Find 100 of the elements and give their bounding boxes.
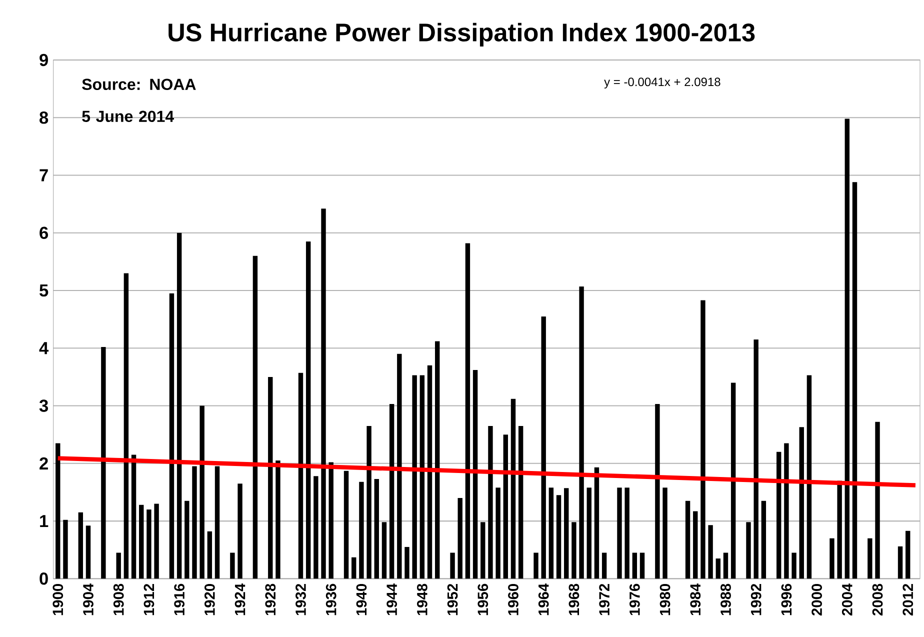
bar [776,452,782,579]
bar [693,511,698,579]
bar [534,552,538,579]
y-tick-label: 9 [40,54,48,66]
bar [420,375,425,579]
x-tick-label: 1916 [174,584,185,615]
bar [632,552,638,579]
bar [131,454,136,579]
bar [101,346,106,579]
bar [579,286,584,579]
x-tick-label: 1936 [326,584,336,615]
bar [761,500,766,579]
bar [306,241,311,579]
bar [716,558,720,579]
bar [389,404,394,579]
y-tick-label: 7 [40,169,48,182]
x-tick-label: 1960 [508,584,518,615]
x-tick-label: 1956 [478,584,488,615]
bar [488,426,493,579]
bar [214,466,220,579]
bar [640,552,645,579]
y-tick-label: 3 [39,399,48,412]
bar [450,552,455,579]
bar [518,426,524,579]
bar [116,552,121,579]
bar [510,398,516,579]
bar [458,498,462,579]
chart-title: US Hurricane Power Dissipation Index 1900-2013 [168,22,755,46]
x-tick-label: 1996 [781,584,792,615]
bar [685,500,690,579]
bar [154,504,159,579]
bar [169,293,174,579]
bar [268,376,273,579]
bar [382,522,387,579]
bar [655,404,660,579]
x-tick-label: 1976 [629,584,640,615]
bar [723,552,728,579]
x-tick-label: 1944 [386,583,398,615]
bar [86,525,91,579]
bar [830,538,834,579]
y-tick-label: 2 [40,457,48,470]
bar [586,487,592,579]
annotation: Source: NOAA [82,78,196,90]
bar [192,466,197,579]
bar [397,354,402,579]
x-tick-label: 1988 [720,584,731,615]
bar [146,509,152,579]
bar [906,530,910,579]
bar [328,462,334,579]
x-tick-label: 1912 [144,584,154,615]
x-tick-label: 1928 [265,584,276,615]
bar [837,480,842,579]
bar [898,546,903,579]
bar [434,341,440,579]
bar [344,470,349,579]
bar [602,552,607,579]
annotation: y = -0.0041x + 2.0918 [604,78,720,88]
bar [412,375,417,579]
x-tick-label: 2004 [842,583,852,616]
bar [359,482,364,579]
bar [238,483,242,579]
y-tick-label: 1 [40,514,48,527]
x-tick-label: 1948 [416,584,428,615]
bar [374,478,379,579]
x-tick-label: 1904 [83,583,94,615]
annotation: 5 June 2014 [82,110,174,122]
bar [806,375,812,579]
bar [352,557,356,579]
bar [427,365,432,579]
x-tick-label: 1952 [447,584,458,615]
bar [784,443,789,579]
bar [503,434,508,579]
y-tick-label: 5 [40,284,48,296]
bar [207,531,212,579]
bar [139,504,144,579]
bar [200,406,204,579]
bar [314,476,318,579]
bar [298,372,304,579]
bar [730,382,736,579]
bar [56,443,60,579]
y-tick-label: 6 [40,226,48,239]
bar [754,339,758,579]
bar [276,460,280,579]
bar [564,488,569,579]
y-tick-label: 0 [40,572,48,585]
bar [404,546,410,579]
bar [176,232,182,579]
bar [700,300,706,579]
bar [541,316,546,579]
x-tick-label: 1992 [750,584,762,615]
x-tick-label: 2008 [872,584,883,616]
y-tick-label: 4 [39,342,49,354]
x-tick-label: 1920 [204,584,215,615]
bar [844,118,850,579]
bar [472,370,478,579]
bar [556,494,562,579]
bar [852,182,858,579]
y-tick-label: 8 [40,111,48,124]
bar [594,467,600,579]
bar [708,524,713,579]
